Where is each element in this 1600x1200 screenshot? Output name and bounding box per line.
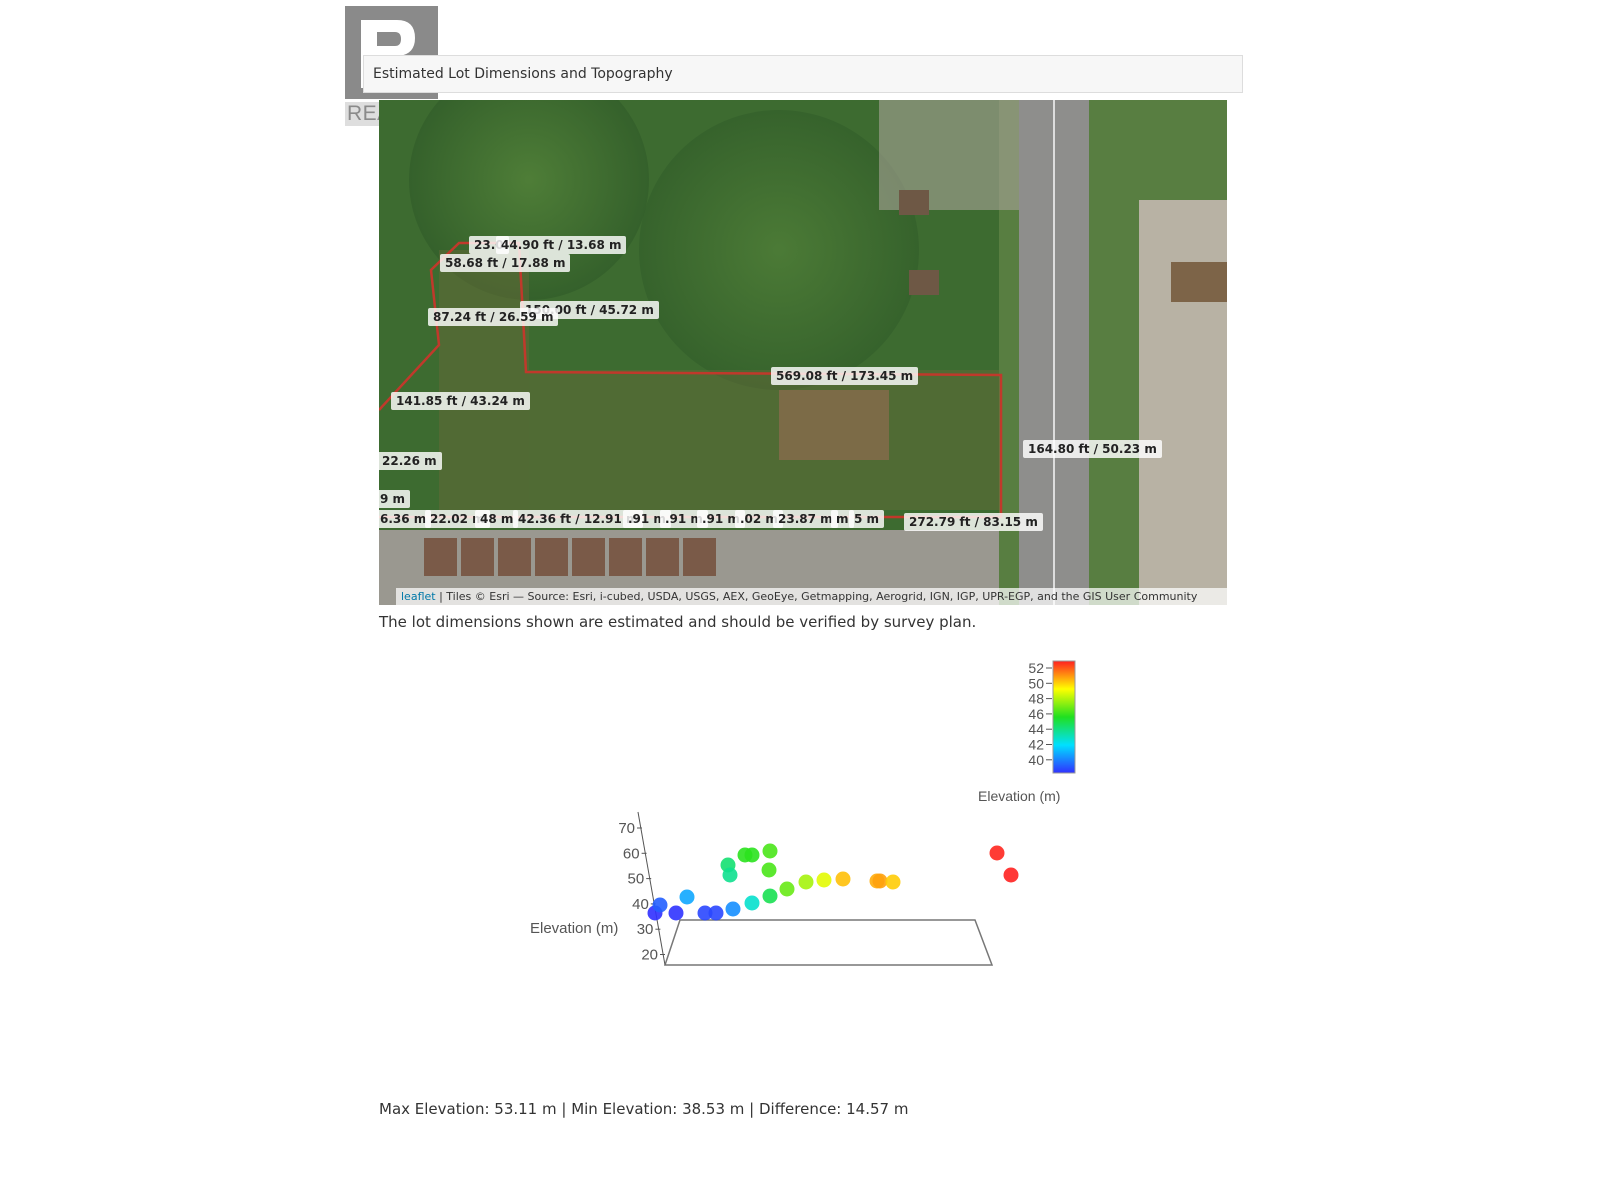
- elevation-point[interactable]: [652, 897, 668, 913]
- z-axis: [637, 811, 666, 966]
- elevation-point[interactable]: [761, 862, 777, 878]
- section-title: Estimated Lot Dimensions and Topography: [373, 66, 673, 82]
- colorbar-tick-label: 40: [1028, 752, 1044, 768]
- floor-plane: [663, 919, 994, 966]
- dimension-label: 48 m: [475, 510, 519, 528]
- dimension-label: 6.36 m: [379, 510, 432, 528]
- z-tick-label: 70: [618, 820, 635, 837]
- dimension-label: 42.36 ft / 12.91 m: [513, 510, 644, 528]
- dimension-label: 58.68 ft / 17.88 m: [440, 254, 571, 272]
- z-tick-label: 40: [632, 896, 649, 913]
- elevation-point[interactable]: [744, 847, 760, 863]
- z-tick-label: 20: [641, 947, 658, 964]
- elevation-point[interactable]: [679, 889, 695, 905]
- colorbar-tick-label: 48: [1028, 691, 1044, 707]
- z-tick-label: 60: [623, 845, 640, 862]
- z-axis-title: Elevation (m): [530, 920, 619, 937]
- attribution-text: | Tiles © Esri — Source: Esri, i-cubed, …: [435, 590, 1198, 603]
- colorbar-title: Elevation (m): [978, 788, 1061, 804]
- satellite-imagery: [379, 100, 1227, 605]
- elevation-point[interactable]: [697, 905, 713, 921]
- leaflet-link[interactable]: leaflet: [401, 590, 436, 603]
- elevation-point[interactable]: [989, 845, 1005, 861]
- map-attribution: leaflet | Tiles © Esri — Source: Esri, i…: [396, 588, 1227, 605]
- dimension-label: 22.26 m: [379, 452, 442, 470]
- dimension-label: .02 m: [735, 510, 783, 528]
- elevation-point[interactable]: [722, 867, 738, 883]
- lot-map[interactable]: 23.0 44.90 ft / 13.68 m 58.68 ft / 17.88…: [379, 100, 1227, 605]
- elevation-summary: Max Elevation: 53.11 m | Min Elevation: …: [379, 1100, 909, 1118]
- dimension-label: .91 m: [623, 510, 671, 528]
- dimension-label: 9 m: [379, 490, 411, 508]
- map-disclaimer: The lot dimensions shown are estimated a…: [379, 613, 977, 631]
- dimension-label: 44.90 ft / 13.68 m: [496, 236, 627, 254]
- elevation-point[interactable]: [779, 881, 795, 897]
- colorbar-tick-label: 52: [1028, 660, 1044, 676]
- dimension-label: m: [831, 510, 854, 528]
- elevation-point[interactable]: [816, 872, 832, 888]
- elevation-point[interactable]: [1003, 867, 1019, 883]
- elevation-point[interactable]: [885, 874, 901, 890]
- dimension-label: 22.02 m: [425, 510, 490, 528]
- dimension-label: 569.08 ft / 173.45 m: [771, 367, 919, 385]
- elevation-point[interactable]: [872, 873, 888, 889]
- elevation-point[interactable]: [708, 905, 724, 921]
- elevation-point[interactable]: [668, 905, 684, 921]
- dimension-label: 87.24 ft / 26.59 m: [428, 308, 559, 326]
- elevation-point[interactable]: [798, 874, 814, 890]
- colorbar: [1052, 660, 1076, 774]
- section-header: Estimated Lot Dimensions and Topography: [363, 55, 1243, 93]
- z-tick-label: 30: [637, 921, 654, 938]
- elevation-point[interactable]: [744, 895, 760, 911]
- dimension-label: 23.87 m: [773, 510, 838, 528]
- z-tick-label: 50: [628, 871, 645, 888]
- dimension-label: 141.85 ft / 43.24 m: [391, 392, 530, 410]
- elevation-3d-chart[interactable]: 52 50 48 46 44 42 40 70 60 50 40 30 20 Elevation (m…: [500, 650, 1100, 990]
- elevation-point[interactable]: [725, 901, 741, 917]
- dimension-label: .91 m: [697, 510, 745, 528]
- dimension-label: 164.80 ft / 50.23 m: [1023, 440, 1162, 458]
- elevation-point[interactable]: [835, 871, 851, 887]
- colorbar-tick-label: 44: [1028, 721, 1044, 737]
- elevation-point[interactable]: [762, 843, 778, 859]
- dimension-label: 5 m: [849, 510, 885, 528]
- dimension-label: .91 m: [660, 510, 708, 528]
- elevation-point[interactable]: [762, 888, 778, 904]
- dimension-label: 272.79 ft / 83.15 m: [904, 513, 1043, 531]
- colorbar-tick-label: 46: [1028, 706, 1044, 722]
- colorbar-tick-label: 42: [1028, 737, 1044, 753]
- colorbar-tick-label: 50: [1028, 675, 1044, 691]
